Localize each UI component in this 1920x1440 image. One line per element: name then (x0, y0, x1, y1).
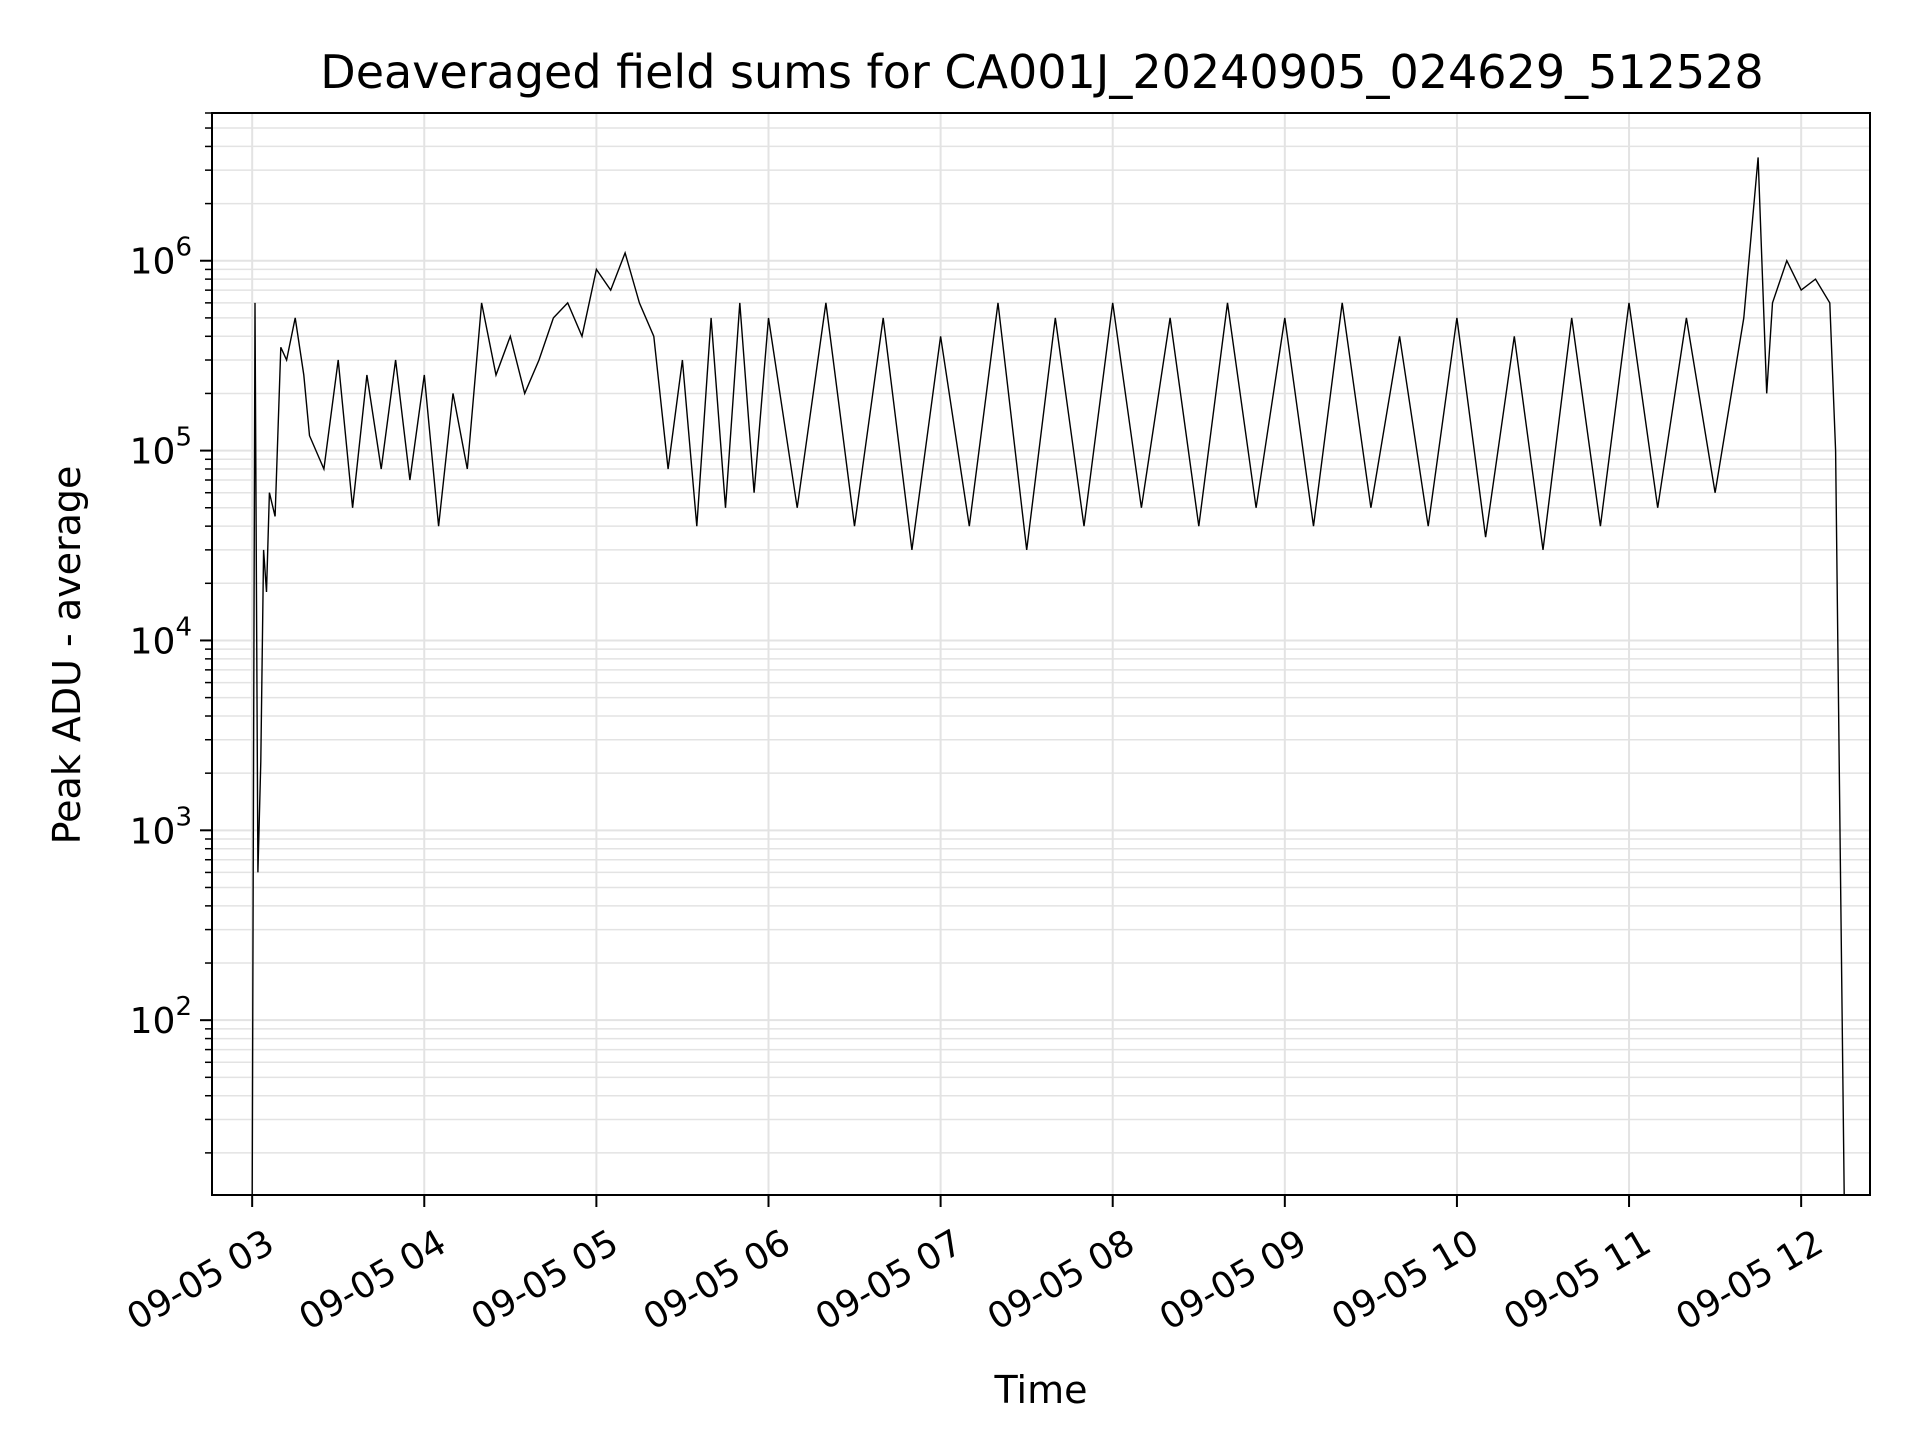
y-tick-label: 106 (130, 233, 192, 283)
y-axis-label: Peak ADU - average (45, 466, 89, 845)
grid (205, 112, 1870, 1195)
y-tick-label: 102 (130, 992, 192, 1042)
y-tick-label: 104 (130, 612, 192, 662)
y-tick-label: 105 (130, 423, 192, 473)
data-area (251, 157, 1845, 1195)
chart-title: Deaveraged field sums for CA001J_2024090… (320, 45, 1763, 99)
y-tick-label: 103 (130, 802, 192, 852)
plot-frame (211, 112, 1871, 1196)
y-axis: 102 103 104 105 106 (130, 233, 212, 1042)
series-line (251, 157, 1845, 1195)
x-axis-label: Time (994, 1368, 1088, 1412)
